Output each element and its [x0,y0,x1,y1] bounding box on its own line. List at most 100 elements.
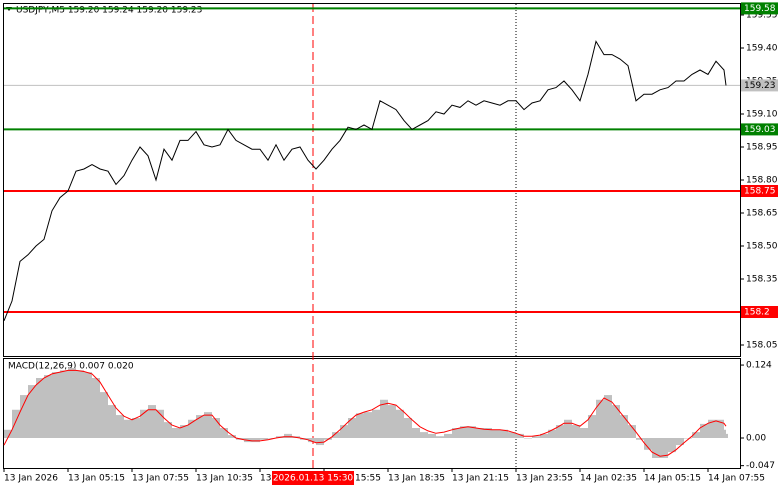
macd-bar [588,415,596,438]
y-tick-label: 158.95 [746,143,778,153]
macd-bar [708,419,716,438]
x-tick-label: 13 Jan 07:55 [132,474,189,484]
macd-bar [540,433,548,438]
macd-bar [620,415,628,438]
y-tick-label: -0.047 [746,461,775,471]
macd-bar [660,438,668,458]
macd-bar [396,409,404,438]
macd-bar [108,405,116,438]
macd-bar [356,413,364,438]
macd-bar [564,419,572,438]
macd-bar [116,415,124,438]
chart-title: USDJPY,M5 159.20 159.24 159.20 159.23 [16,6,202,16]
x-tick-label: 13 Jan 18:35 [388,474,445,484]
y-tick-label: 158.35 [746,275,778,285]
macd-bar [252,438,260,443]
macd-bar [372,409,380,438]
signal-line [3,369,727,457]
macd-bar [556,425,564,438]
x-tick-label: 13 Jan 2026 [4,474,58,484]
macd-bar [716,419,724,438]
y-tick-label: 159.40 [746,44,778,54]
macd-bar [644,438,652,450]
macd-bar [524,438,532,439]
macd-bar [212,418,220,438]
macd-bar [316,438,324,446]
level-label-box [741,123,778,136]
x-tick-label: 13 Jan 05:15 [68,474,125,484]
macd-bar [676,438,684,446]
macd-bar [260,438,268,440]
macd-bar [726,433,728,438]
y-tick-label: 0.124 [746,361,772,371]
last-price-box [741,79,778,92]
x-tick-label: 13 Jan 21:15 [452,474,509,484]
macd-bar [340,425,348,438]
level-label: 158.2 [744,308,770,318]
macd-bar [124,419,132,438]
x-tick-label: 14 Jan 07:55 [708,474,765,484]
macd-bar [348,418,356,438]
macd-bar [636,438,644,440]
macd-bar [492,429,500,438]
macd-bar [476,428,484,438]
macd-bar [420,432,428,438]
macd-bar [92,378,100,438]
macd-bar [140,409,148,438]
macd-bar [500,429,508,438]
macd-bar [596,399,604,438]
macd-bar [484,428,492,438]
level-label: 159.03 [744,125,776,135]
macd-bar [44,375,52,438]
macd-bar [204,412,212,438]
y-tick-label: 159.55 [746,11,778,21]
macd-bar [100,392,108,438]
macd-bar [628,425,636,438]
macd-bar [76,370,84,438]
macd-bar [700,423,708,438]
macd-bar [28,385,36,438]
macd-bar [404,418,412,438]
y-tick-label: 158.50 [746,242,778,252]
macd-bar [724,429,726,438]
macd-bar [580,428,588,438]
macd-bar [572,425,580,438]
y-tick-label: 0.00 [746,434,766,444]
macd-bar [436,436,444,438]
macd-bar [460,426,468,438]
level-label-box [741,2,778,15]
macd-bar [4,429,12,438]
macd-bar [684,438,692,439]
y-tick-label: 158.65 [746,209,778,219]
macd-bar [444,433,452,438]
macd-bar [452,428,460,438]
macd-bar [68,368,76,438]
x-tick-label: 13 Jan 10:35 [196,474,253,484]
macd-bar [84,372,92,438]
macd-bar [60,370,68,438]
macd-bar [12,409,20,438]
level-label-box [741,306,778,318]
macd-bar [228,435,236,438]
macd-bar [172,428,180,438]
macd-bar [468,426,476,438]
macd-bar [612,405,620,438]
macd-bar [548,429,556,438]
x-tick-label: 13 Jan 23:55 [516,474,573,484]
macd-bar [332,432,340,438]
crosshair-label-box [272,471,354,485]
level-label: 158.75 [744,187,776,197]
macd-bar [284,433,292,438]
x-tick-label: 14 Jan 05:15 [644,474,701,484]
macd-bar [532,436,540,438]
price-line [3,40,727,321]
macd-bar [364,412,372,438]
macd-bar [428,433,436,438]
x-tick-label: 14 Jan 02:35 [580,474,637,484]
macd-bar [412,428,420,438]
macd-bar [380,399,388,438]
macd-bar [180,425,188,438]
macd-bar [132,418,140,438]
